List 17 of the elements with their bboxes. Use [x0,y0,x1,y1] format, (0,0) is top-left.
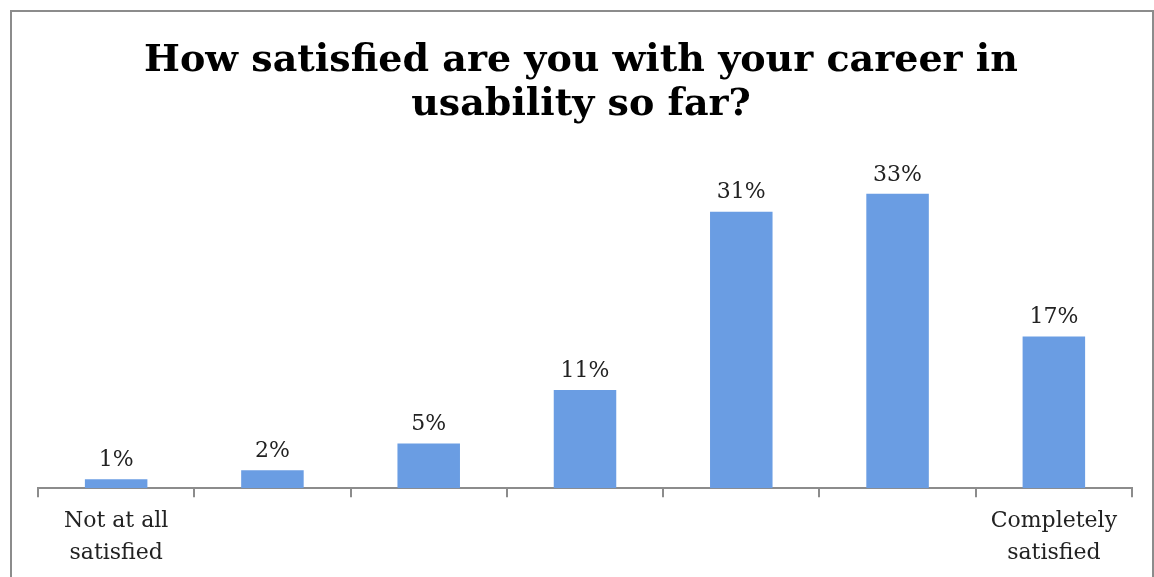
bar [710,211,773,489]
data-label: 11% [560,356,610,382]
chart-title: How satisfied are you with your career in usability so far? [143,35,1019,124]
bar [866,193,929,489]
data-label: 31% [716,178,766,204]
bar [1022,336,1086,489]
x-tick-label: Not at all satisfied [63,506,169,564]
data-label: 2% [254,437,290,463]
data-label: 1% [98,446,134,471]
data-label: 17% [1029,303,1079,329]
x-tick-label: Completely satisfied [990,506,1118,564]
data-label: 33% [873,160,923,186]
bar [553,390,617,489]
bar [397,443,460,489]
data-label: 5% [411,410,447,436]
bar [84,479,148,489]
bar [241,470,304,489]
